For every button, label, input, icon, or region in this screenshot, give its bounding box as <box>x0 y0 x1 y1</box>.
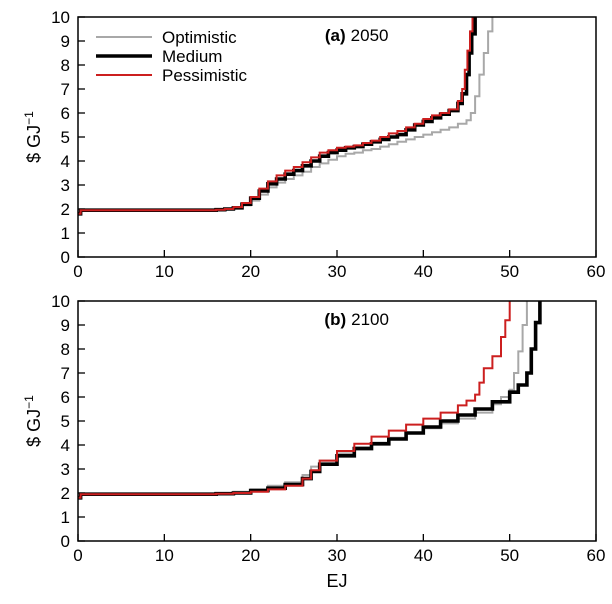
series-line-optimistic <box>78 301 528 499</box>
x-tick-label: 10 <box>155 262 174 281</box>
x-tick-label: 40 <box>414 262 433 281</box>
x-tick-label: 20 <box>241 262 260 281</box>
y-tick-label: 0 <box>61 248 70 267</box>
y-axis-title-main: $ GJ <box>24 125 44 163</box>
x-axis-title: EJ <box>326 571 347 591</box>
y-axis-title-main: $ GJ <box>24 409 44 447</box>
y-tick-label: 4 <box>61 436 70 455</box>
x-tick-label: 60 <box>587 262 606 281</box>
series-group <box>78 17 494 216</box>
y-tick-label: 6 <box>61 388 70 407</box>
y-tick-label: 1 <box>61 508 70 527</box>
y-tick-label: 9 <box>61 316 70 335</box>
plot-frame <box>77 300 597 542</box>
y-tick-label: 3 <box>61 176 70 195</box>
panel-label: (a) 2050 <box>325 26 389 45</box>
y-tick-label: 6 <box>61 104 70 123</box>
x-tick-label: 60 <box>587 546 606 565</box>
series-line-pessimistic <box>78 301 511 499</box>
panel-label-year: 2100 <box>351 310 389 329</box>
y-tick-label: 1 <box>61 224 70 243</box>
x-tick-label: 10 <box>155 546 174 565</box>
panel-label-year: 2050 <box>351 26 389 45</box>
series-line-pessimistic <box>78 17 474 215</box>
y-tick-label: 2 <box>61 200 70 219</box>
legend-label-medium: Medium <box>162 47 222 66</box>
y-tick-label: 8 <box>61 56 70 75</box>
x-tick-label: 50 <box>500 546 519 565</box>
y-tick-label: 5 <box>61 128 70 147</box>
y-tick-label: 2 <box>61 484 70 503</box>
y-axis-title: $ GJ−1 <box>22 395 44 447</box>
x-tick-label: 40 <box>414 546 433 565</box>
plot-frame <box>77 16 597 258</box>
y-tick-label: 10 <box>51 8 70 27</box>
x-tick-label: 50 <box>500 262 519 281</box>
x-tick-label: 0 <box>73 546 82 565</box>
x-tick-label: 30 <box>328 262 347 281</box>
series-line-medium <box>78 301 542 500</box>
series-group <box>78 301 542 500</box>
x-tick-label: 0 <box>73 262 82 281</box>
x-tick-label: 20 <box>241 546 260 565</box>
y-axis-title-superscript: −1 <box>22 111 36 125</box>
panel-label-letter: (b) <box>324 310 346 329</box>
series-line-medium <box>78 17 477 216</box>
series-line-optimistic <box>78 17 494 215</box>
y-tick-label: 7 <box>61 364 70 383</box>
y-tick-label: 10 <box>51 292 70 311</box>
y-tick-label: 3 <box>61 460 70 479</box>
y-tick-label: 8 <box>61 340 70 359</box>
y-axis-title: $ GJ−1 <box>22 111 44 163</box>
y-tick-label: 9 <box>61 32 70 51</box>
y-tick-label: 5 <box>61 412 70 431</box>
y-tick-label: 7 <box>61 80 70 99</box>
panel-label-letter: (a) <box>325 26 346 45</box>
legend-label-pessimistic: Pessimistic <box>162 66 248 85</box>
x-tick-label: 30 <box>328 546 347 565</box>
y-axis-title-superscript: −1 <box>22 395 36 409</box>
legend-label-optimistic: Optimistic <box>162 28 237 47</box>
panel-label: (b) 2100 <box>324 310 389 329</box>
y-tick-label: 0 <box>61 532 70 551</box>
y-tick-label: 4 <box>61 152 70 171</box>
